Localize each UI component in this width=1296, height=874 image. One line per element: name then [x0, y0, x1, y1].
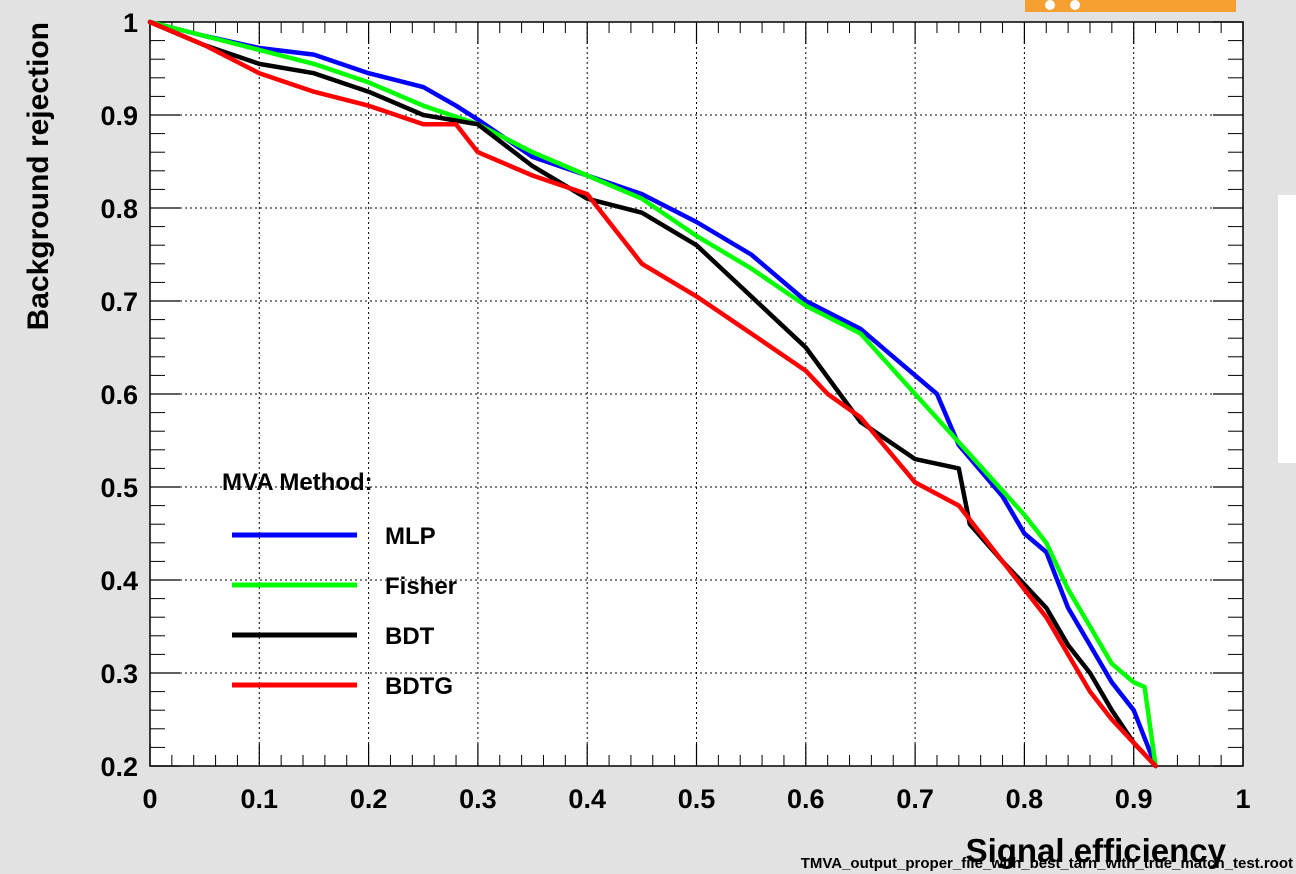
corner-widget-dot-1 [1045, 0, 1055, 10]
y-tick-label: 0.6 [100, 380, 138, 410]
legend-label-fisher: Fisher [385, 573, 457, 600]
x-tick-label: 0.8 [1006, 784, 1044, 814]
x-tick-label: 0.7 [896, 784, 934, 814]
y-tick-label: 0.5 [100, 473, 138, 503]
y-tick-label: 0.7 [100, 287, 138, 317]
series-line-fisher [147, 19, 1158, 769]
legend-label-mlp: MLP [385, 523, 436, 550]
x-tick-label: 0.5 [678, 784, 716, 814]
y-tick-label: 0.8 [100, 194, 138, 224]
x-axis-title: Signal efficiency [966, 832, 1227, 869]
roc-curves [147, 19, 1158, 769]
y-tick-label: 0.3 [100, 659, 138, 689]
x-tick-labels: 0 0.1 0.2 0.3 0.4 0.5 0.6 0.7 0.8 0.9 1 [142, 784, 1250, 814]
corner-widget [1025, 0, 1236, 12]
y-tick-labels: 0.2 0.3 0.4 0.5 0.6 0.7 0.8 0.9 1 [100, 8, 138, 782]
series-line-bdt [147, 19, 1158, 769]
y-tick-label: 1 [123, 8, 138, 38]
x-tick-label: 0.2 [350, 784, 388, 814]
x-tick-label: 1 [1235, 784, 1250, 814]
x-tick-label: 0.6 [787, 784, 825, 814]
corner-widget-dot-2 [1070, 0, 1080, 10]
x-tick-label: 0.9 [1115, 784, 1153, 814]
y-tick-label: 0.4 [100, 566, 138, 596]
grid [150, 22, 1243, 766]
legend-label-bdt: BDT [385, 623, 435, 650]
legend-title: MVA Method: [222, 469, 373, 496]
x-tick-label: 0 [142, 784, 157, 814]
legend: MVA Method: MLP Fisher BDT BDTG [222, 469, 457, 700]
x-tick-label: 0.1 [241, 784, 279, 814]
axis-ticks [149, 21, 1244, 767]
series-line-bdtg [147, 19, 1158, 769]
y-axis-title: Background rejection [22, 22, 55, 330]
x-tick-label: 0.3 [459, 784, 497, 814]
y-tick-label: 0.9 [100, 101, 138, 131]
x-tick-label: 0.4 [568, 784, 606, 814]
side-panel [1278, 195, 1296, 463]
series-line-mlp [147, 19, 1158, 769]
legend-label-bdtg: BDTG [385, 673, 453, 700]
footer-filename: TMVA_output_proper_file_with_best_tarn_w… [801, 855, 1293, 872]
y-tick-label: 0.2 [100, 752, 138, 782]
